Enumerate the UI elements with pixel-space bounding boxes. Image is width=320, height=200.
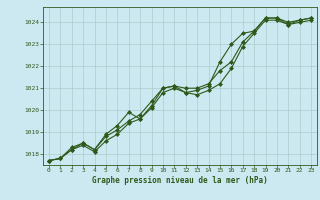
X-axis label: Graphe pression niveau de la mer (hPa): Graphe pression niveau de la mer (hPa) <box>92 176 268 185</box>
